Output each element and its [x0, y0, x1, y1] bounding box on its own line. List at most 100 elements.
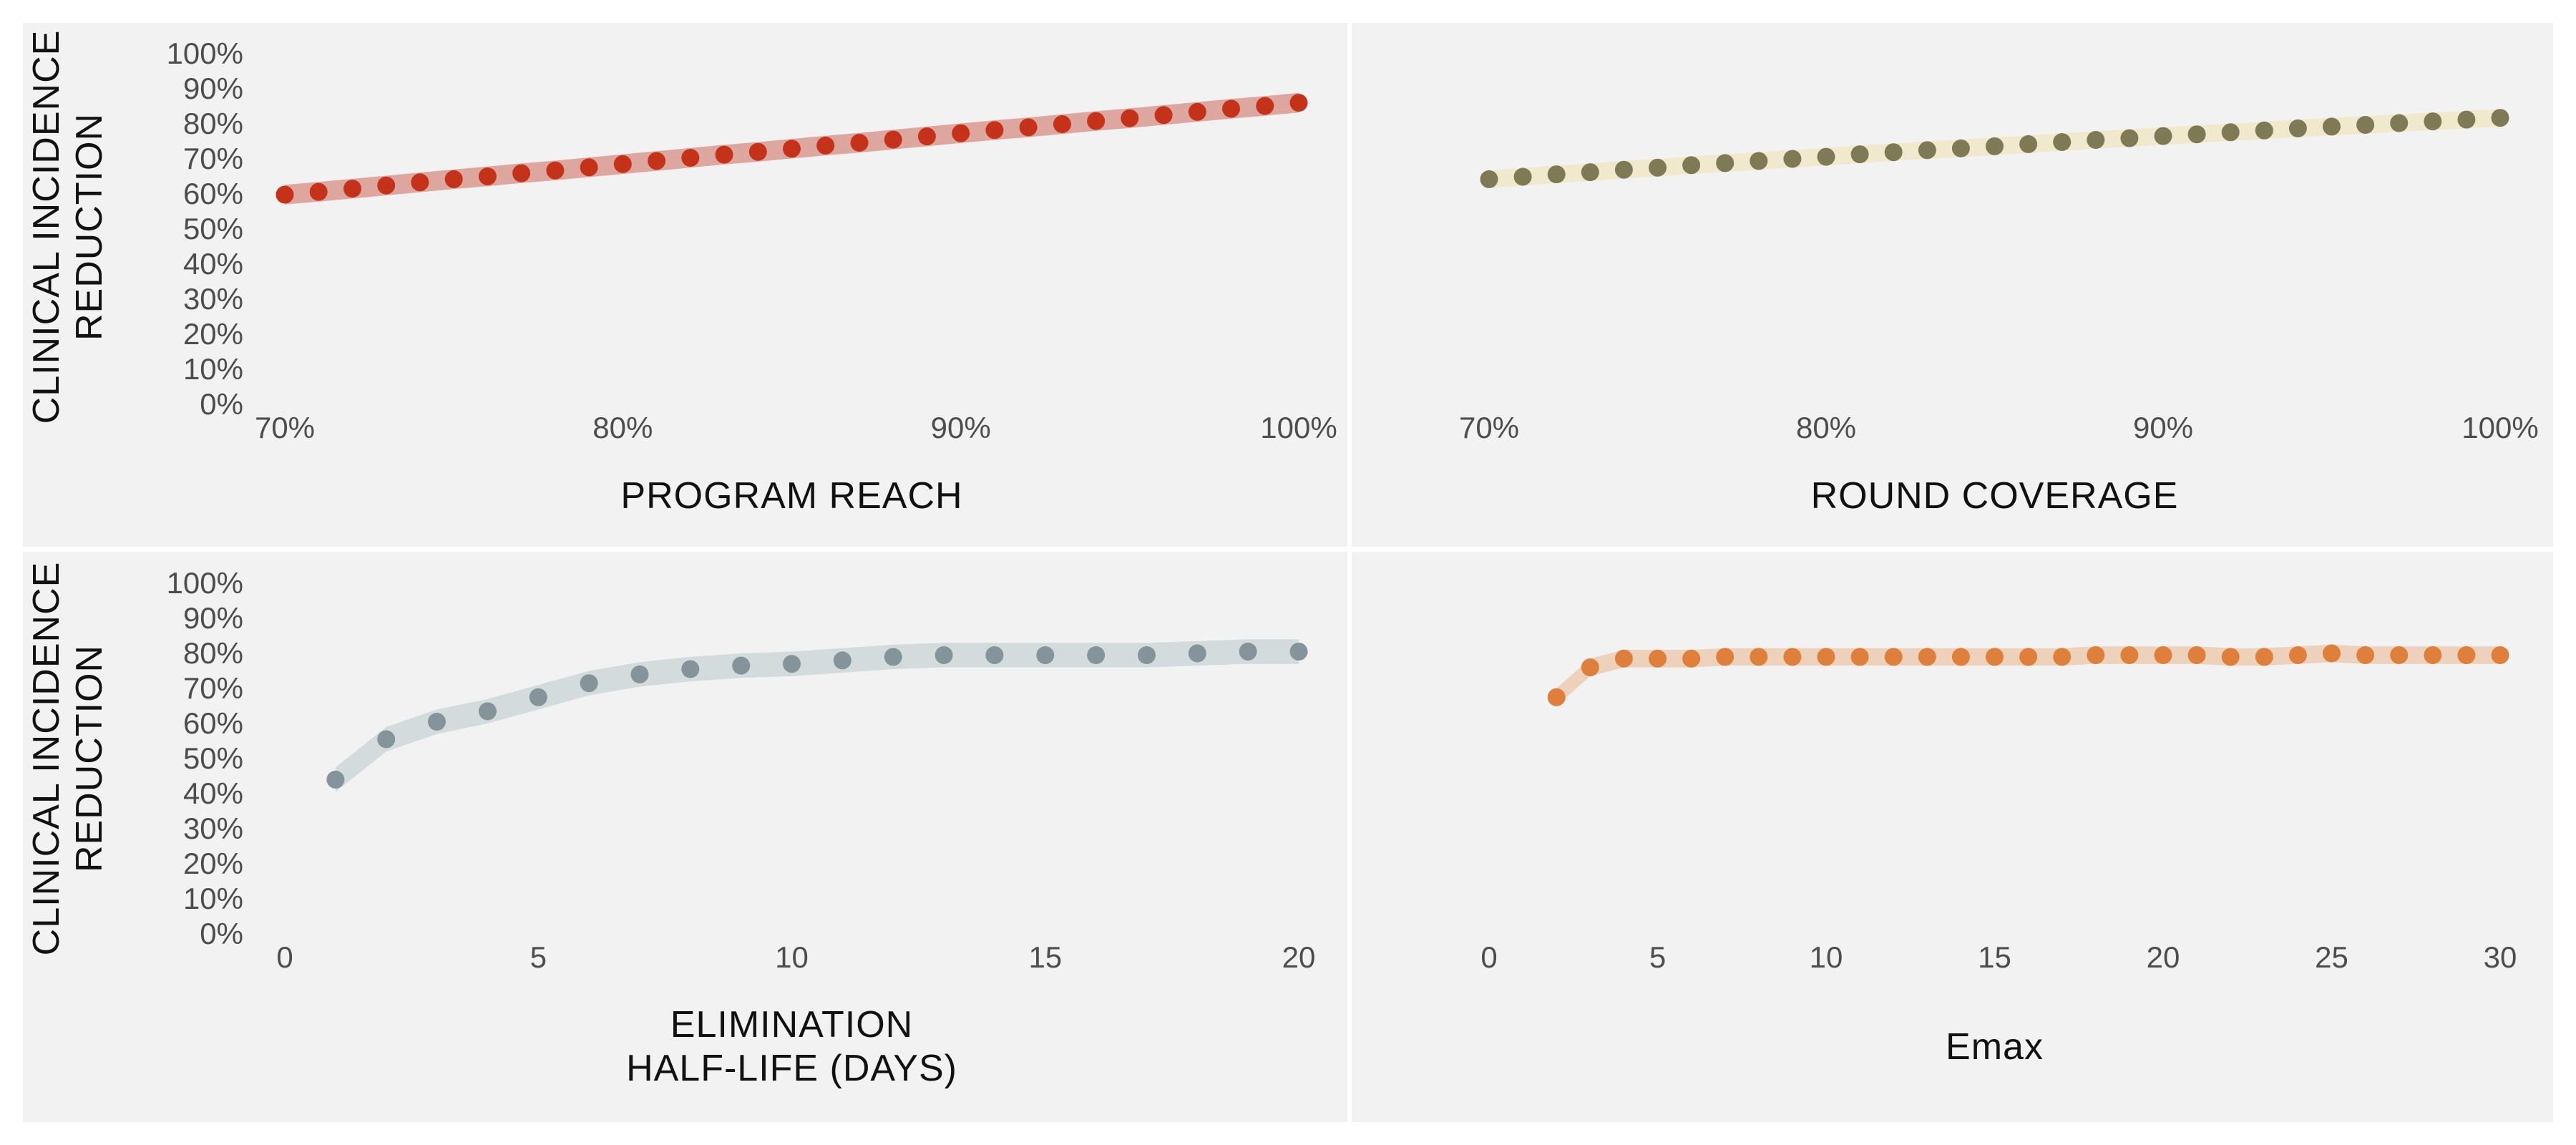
data-point	[1019, 118, 1038, 137]
data-point	[377, 176, 396, 195]
y-tick-label: 90%	[183, 601, 243, 635]
x-tick-label: 90%	[931, 411, 991, 444]
plot-bottom-left: 0 5 10 15 20 0%10%20%30%40%50%60%70%80%90%100…	[26, 562, 1315, 1089]
data-point	[648, 152, 666, 170]
data-point	[2323, 644, 2341, 663]
data-point	[343, 180, 361, 198]
x-tick-label: 5	[1649, 940, 1666, 974]
data-point	[1222, 99, 1240, 118]
data-point	[2323, 117, 2341, 136]
y-axis-title: CLINICAL INCIDENCE	[26, 562, 67, 956]
plot-top-right: 70% 80% 90% 100% ROUND COVERAGE	[1459, 109, 2539, 517]
data-point	[1716, 648, 1735, 666]
data-point	[816, 136, 835, 155]
x-tick-label: 15	[1028, 940, 1062, 974]
data-point	[952, 124, 970, 142]
data-point	[411, 173, 429, 192]
data-point	[1547, 688, 1566, 706]
data-point	[1884, 143, 1903, 162]
y-axis-title: CLINICAL INCIDENCE	[26, 30, 67, 424]
data-point	[1138, 646, 1156, 664]
y-tick-label: 80%	[183, 636, 243, 670]
data-point	[1750, 648, 1768, 666]
y-axis-title: REDUCTION	[69, 113, 110, 341]
data-point	[1239, 643, 1257, 661]
data-point	[2120, 646, 2139, 664]
x-tick-label: 10	[775, 940, 809, 974]
data-point	[2053, 648, 2072, 666]
x-tick-label: 0	[276, 940, 293, 974]
data-point	[1036, 646, 1055, 664]
x-tick-label: 70%	[255, 411, 315, 444]
data-point	[1951, 648, 1970, 666]
y-tick-label: 10%	[183, 882, 243, 915]
data-point	[529, 688, 547, 706]
data-point	[935, 646, 953, 664]
panel-background	[1352, 23, 2553, 547]
x-tick-label: 90%	[2133, 411, 2193, 444]
x-tick-label: 20	[2147, 940, 2180, 974]
y-tick-label: 40%	[183, 247, 243, 281]
x-tick-label: 100%	[2462, 411, 2538, 444]
data-point	[783, 140, 801, 158]
data-point	[478, 702, 497, 721]
data-point	[1850, 145, 1869, 164]
data-point	[732, 656, 751, 675]
data-point	[512, 164, 531, 182]
x-axis-title: PROGRAM REACH	[620, 475, 962, 517]
x-axis-title: HALF-LIFE (DAYS)	[626, 1048, 957, 1089]
y-tick-label: 40%	[183, 776, 243, 810]
y-tick-label: 0%	[200, 917, 243, 950]
data-point	[2457, 110, 2476, 129]
y-tick-label: 80%	[183, 107, 243, 140]
data-point	[580, 158, 598, 177]
data-point	[2087, 646, 2105, 664]
x-tick-label: 15	[1978, 940, 2011, 974]
data-point	[2356, 646, 2375, 664]
y-tick-label: 20%	[183, 847, 243, 880]
data-point	[2255, 648, 2273, 666]
data-point	[1188, 644, 1206, 663]
data-point	[2356, 116, 2375, 134]
data-point	[681, 149, 700, 167]
data-point	[1513, 167, 1532, 186]
data-point	[2187, 646, 2206, 664]
x-tick-label: 20	[1282, 940, 1316, 974]
data-point	[1087, 646, 1106, 664]
x-tick-label: 0	[1480, 940, 1497, 974]
data-point	[985, 646, 1004, 664]
data-point	[1918, 141, 1936, 160]
x-axis-title: ELIMINATION	[670, 1004, 913, 1046]
uncertainty-band	[335, 639, 1299, 792]
data-point	[2053, 133, 2072, 151]
y-tick-label: 70%	[183, 142, 243, 175]
data-point	[478, 167, 497, 185]
data-point	[715, 145, 733, 164]
data-point	[275, 185, 294, 204]
data-point	[2390, 114, 2409, 132]
y-tick-label: 60%	[183, 706, 243, 740]
data-point	[1581, 658, 1599, 677]
data-point	[580, 674, 598, 693]
data-point	[428, 713, 446, 731]
data-point	[1986, 648, 2004, 666]
y-tick-label: 30%	[183, 282, 243, 316]
data-point	[1087, 112, 1106, 130]
data-point	[1884, 648, 1903, 666]
data-point	[884, 648, 902, 666]
plot-layer: 70% 80% 90% 100%0%10%20%30%40%50%60%70%80%9…	[26, 30, 2539, 1089]
data-point	[1581, 163, 1599, 182]
data-point	[1154, 106, 1173, 125]
data-point	[1053, 115, 1071, 133]
data-point	[1682, 649, 1701, 668]
data-point	[326, 770, 345, 789]
data-point	[833, 651, 852, 670]
data-point	[2154, 127, 2172, 145]
chart-panel-round-coverage	[1352, 23, 2553, 547]
y-tick-label: 20%	[183, 317, 243, 351]
plot-top-left: 70% 80% 90% 100%0%10%20%30%40%50%60%70%80%9…	[26, 30, 1337, 517]
data-point	[2491, 109, 2509, 127]
y-tick-label: 50%	[183, 741, 243, 775]
data-point	[681, 660, 700, 678]
data-point	[1256, 97, 1274, 115]
